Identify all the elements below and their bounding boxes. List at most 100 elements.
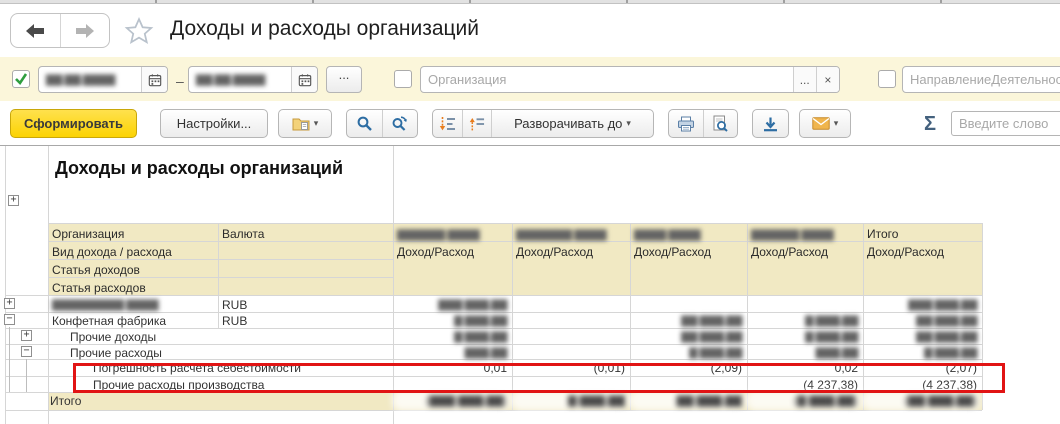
cell-value: ▇▇ ▇▇▇,▇▇ [681, 315, 742, 327]
row-header-income-article: Статья доходов [52, 263, 140, 277]
outline-expander[interactable]: + [8, 195, 19, 206]
column-header-month-2: ▇▇▇▇▇▇▇ ▇▇▇▇ [516, 229, 607, 241]
printer-icon [677, 116, 694, 131]
row-label: ▇▇▇▇▇▇▇▇▇ ▇▇▇▇ [52, 299, 159, 311]
column-header-month-4: ▇▇▇▇▇▇ ▇▇▇▇ [751, 229, 834, 241]
expand-levels-button[interactable] [462, 110, 491, 137]
row-collapse-button[interactable]: − [4, 314, 15, 325]
chevron-down-icon: ▾ [833, 118, 839, 128]
find-next-button[interactable] [381, 110, 417, 137]
cell-value: ▇▇ ▇▇▇,▇▇ [916, 331, 977, 343]
settings-button[interactable]: Настройки... [160, 109, 268, 138]
row-header-expense-article: Статья расходов [52, 281, 146, 295]
tab-strip [0, 0, 1060, 4]
expand-to-dropdown[interactable]: Разворачивать до ▾ [491, 110, 653, 137]
back-button[interactable] [11, 14, 61, 47]
subheader-income-expense: Доход/Расход [397, 245, 474, 259]
column-header-total: Итого [867, 227, 899, 241]
row-expand-button[interactable]: + [4, 298, 15, 309]
cell-value: ▇ ▇▇▇,▇▇ [689, 347, 742, 359]
folder-report-icon [292, 118, 310, 131]
organization-input[interactable] [421, 67, 793, 92]
forward-button[interactable] [61, 14, 110, 47]
nav-history-buttons [10, 13, 110, 48]
collapse-levels-icon [439, 116, 455, 130]
quick-search-field[interactable] [951, 111, 1060, 136]
row-currency: RUB [222, 314, 248, 328]
row-label: Прочие расходы производства [93, 378, 265, 392]
organization-choose-button[interactable]: ... [792, 67, 816, 92]
cell-value: ▇ ▇▇▇,▇▇ [454, 331, 507, 343]
save-button[interactable] [752, 109, 789, 138]
date-to-field[interactable]: ▇▇.▇▇.▇▇▇▇ [188, 66, 318, 93]
cell-value: ▇▇▇,▇▇ [464, 347, 508, 359]
cell-value: ▇▇▇,▇▇ [815, 347, 859, 359]
row-header-kind: Вид дохода / расхода [52, 245, 172, 259]
date-range-dash: – [176, 73, 184, 89]
back-arrow-icon [26, 23, 45, 38]
tree-connector [26, 359, 27, 392]
date-from-calendar-button[interactable] [141, 67, 167, 92]
print-button[interactable] [669, 110, 703, 137]
row-label: Конфетная фабрика [52, 314, 167, 328]
cell-value: (▇▇ ▇▇▇,▇▇) [866, 394, 977, 407]
print-preview-button[interactable] [702, 110, 737, 137]
save-download-icon [764, 117, 777, 131]
cell-value: ▇ ▇▇▇,▇▇ [805, 315, 858, 327]
find-button[interactable] [347, 110, 382, 137]
generate-button[interactable]: Сформировать [10, 109, 137, 138]
search-button-group [346, 109, 418, 138]
print-group [668, 109, 738, 138]
report-title: Доходы и расходы организаций [55, 158, 344, 178]
row-collapse-button[interactable]: − [21, 346, 32, 357]
autosum-symbol: Σ [924, 113, 937, 135]
calendar-icon [148, 73, 161, 86]
report-area: Доходы и расходы организаций + Организац… [0, 145, 1060, 424]
subheader-income-expense: Доход/Расход [634, 245, 711, 259]
report-variants-button[interactable]: ▾ [278, 109, 332, 138]
date-from-field[interactable]: ▇▇.▇▇.▇▇▇▇ [38, 66, 168, 93]
subheader-income-expense: Доход/Расход [751, 245, 828, 259]
row-currency: RUB [222, 298, 248, 312]
cell-value: (▇▇▇ ▇▇▇,▇▇) [396, 394, 507, 407]
date-to-value: ▇▇.▇▇.▇▇▇▇ [196, 74, 265, 86]
envelope-icon [812, 117, 830, 130]
row-label: Прочие расходы [70, 346, 162, 360]
period-checkbox[interactable] [12, 70, 30, 88]
direction-input[interactable] [903, 67, 1060, 92]
organization-clear-button[interactable]: × [815, 67, 839, 92]
subheader-income-expense: Доход/Расход [516, 245, 593, 259]
collapse-levels-button[interactable] [433, 110, 462, 137]
quick-search-input[interactable] [952, 112, 1060, 135]
period-options-button[interactable]: ... [326, 66, 362, 93]
cell-value: ▇ ▇▇▇,▇▇ [805, 331, 858, 343]
organization-checkbox[interactable] [394, 70, 412, 88]
page-title: Доходы и расходы организаций [170, 17, 480, 40]
checkmark-icon [15, 73, 28, 86]
column-header-month-1: ▇▇▇▇▇▇ ▇▇▇▇ [397, 229, 480, 241]
favorite-star-icon[interactable] [124, 16, 154, 46]
row-expand-button[interactable]: + [21, 330, 32, 341]
print-preview-icon [713, 115, 729, 132]
forward-arrow-icon [75, 23, 94, 38]
send-mail-button[interactable]: ▾ [799, 109, 851, 138]
expand-levels-icon [469, 117, 485, 131]
filter-bar: ▇▇.▇▇.▇▇▇▇ – ▇▇.▇▇.▇▇▇▇ [0, 57, 1060, 101]
calendar-icon [298, 73, 311, 86]
cell-value: ▇ ▇▇▇,▇▇ [924, 347, 977, 359]
tree-connector [9, 327, 10, 392]
chevron-down-icon: ▾ [313, 118, 319, 128]
cell-value: ▇▇▇ ▇▇▇,▇▇ [438, 299, 507, 311]
subheader-income-expense: Доход/Расход [867, 245, 944, 259]
total-row-label: Итого [50, 394, 82, 408]
direction-field[interactable] [902, 66, 1060, 93]
direction-checkbox[interactable] [878, 70, 896, 88]
column-header-organization: Организация [52, 227, 125, 241]
column-header-month-3: ▇▇▇▇ ▇▇▇▇ [634, 229, 701, 241]
cell-value: (4 237,38) [803, 378, 858, 392]
organization-field[interactable]: ... × [420, 66, 840, 93]
date-to-calendar-button[interactable] [291, 67, 317, 92]
cell-value: ▇ ▇▇▇,▇▇ [454, 315, 507, 327]
cell-value: ▇▇ ▇▇▇,▇▇ [633, 394, 742, 407]
